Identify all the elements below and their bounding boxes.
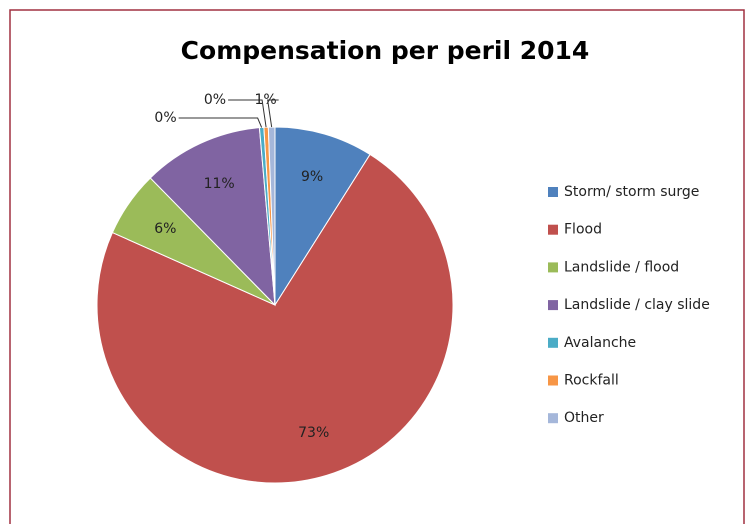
legend-swatch <box>548 375 558 386</box>
legend-label: Landslide / clay slide <box>564 297 710 313</box>
legend-label: Landslide / flood <box>564 259 679 275</box>
leader-line <box>178 117 263 128</box>
data-label: 73% <box>298 425 329 441</box>
legend-label: Rockfall <box>564 373 619 389</box>
leader-line <box>228 99 267 128</box>
data-label: 9% <box>301 169 323 185</box>
data-label: 0% <box>204 92 226 108</box>
pie-slice <box>274 126 371 307</box>
legend-label: Other <box>564 410 604 426</box>
legend-swatch <box>548 262 558 273</box>
chart-title: Compensation per peril 2014 <box>181 36 590 65</box>
data-label: 6% <box>154 221 176 237</box>
legend-swatch <box>548 337 558 348</box>
leader-line <box>267 99 279 128</box>
legend-swatch <box>548 300 558 311</box>
data-label: 0% <box>154 110 176 126</box>
data-label: 11% <box>204 176 235 192</box>
legend-swatch <box>548 187 558 197</box>
legend-label: Storm/ storm surge <box>564 184 699 200</box>
legend-label: Flood <box>564 222 602 238</box>
data-label: 1% <box>254 92 276 108</box>
legend-swatch <box>548 413 558 424</box>
pie-slice <box>96 153 454 484</box>
pie-slice <box>149 127 276 307</box>
legend-label: Avalanche <box>564 335 636 351</box>
legend-swatch <box>548 224 558 235</box>
